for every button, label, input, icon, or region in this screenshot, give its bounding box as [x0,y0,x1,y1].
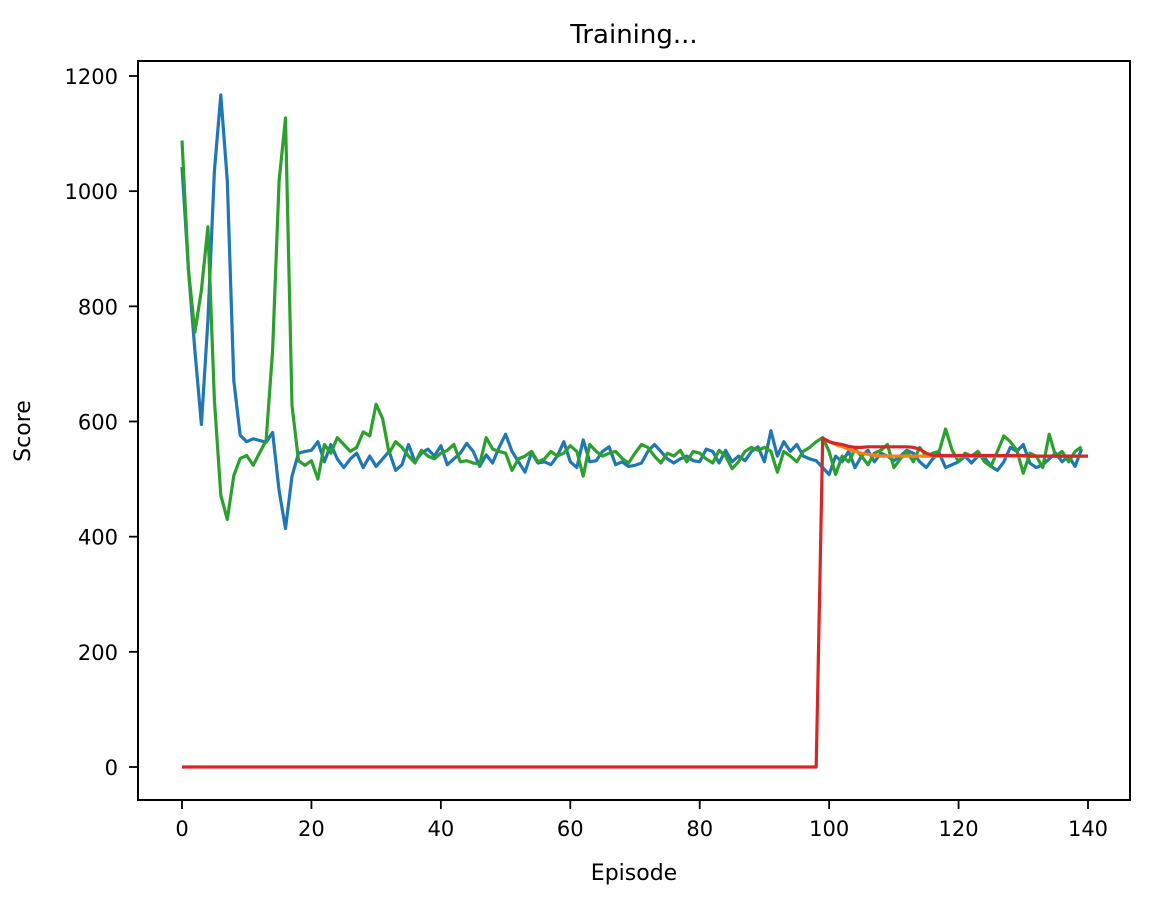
y-tick-label: 0 [105,756,118,780]
plot-frame [137,60,1131,801]
chart-title: Training... [569,20,697,50]
x-axis-label: Episode [591,861,677,886]
plot-area [138,61,1130,800]
x-tick-label: 120 [939,817,979,841]
series-group [180,93,1088,769]
y-tick-label: 1000 [65,180,118,204]
y-tick-label: 1200 [65,65,118,89]
series-red-line [182,436,1088,769]
x-tick-label: 60 [557,817,584,841]
y-tick-label: 200 [78,641,118,665]
y-tick-label: 600 [78,411,118,435]
x-tick-label: 140 [1068,817,1108,841]
y-tick-label: 400 [78,526,118,550]
x-tick-label: 80 [686,817,713,841]
x-axis-ticks: 0 20 40 60 80 100 120 140 [175,800,1108,841]
x-tick-label: 20 [298,817,325,841]
y-axis-label: Score [11,400,36,462]
x-tick-label: 0 [175,817,188,841]
y-axis-ticks: 0 200 400 600 800 1000 1200 [65,65,138,780]
x-tick-label: 100 [809,817,849,841]
y-tick-label: 800 [78,295,118,319]
x-tick-label: 40 [427,817,454,841]
